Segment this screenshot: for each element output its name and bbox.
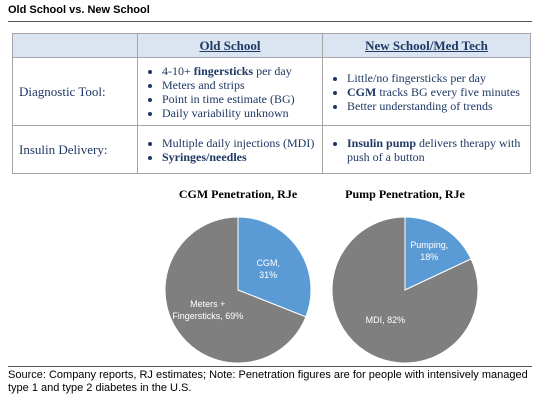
source-note: Source: Company reports, RJ estimates; N…: [8, 369, 528, 394]
bullet: Multiple daily injections (MDI): [162, 136, 316, 150]
text: 4-10+: [162, 63, 194, 78]
slice-label: Fingersticks, 69%: [172, 311, 243, 321]
bullet-list: Little/no fingersticks per dayCGM tracks…: [329, 71, 524, 113]
comparison-table: Old School New School/Med Tech Diagnostic …: [12, 33, 531, 174]
column-header: New School/Med Tech: [322, 33, 531, 58]
bullet: Daily variability unknown: [162, 106, 316, 120]
bullet: Little/no fingersticks per day: [347, 71, 524, 85]
slice-label: MDI, 82%: [366, 315, 406, 325]
table-row: Insulin Delivery:Multiple daily injectio…: [12, 125, 531, 174]
text: Multiple daily injections (MDI): [162, 135, 315, 150]
page-title: Old School vs. New School: [8, 4, 150, 16]
source-rule: [8, 366, 532, 367]
bullet: 4-10+ fingersticks per day: [162, 64, 316, 78]
bullet: Point in time estimate (BG): [162, 92, 316, 106]
text: Daily variability unknown: [162, 105, 289, 120]
table-row: Diagnostic Tool:4-10+ fingersticks per d…: [12, 57, 531, 126]
column-header: Old School: [137, 33, 323, 58]
bullet-list: Insulin pump delivers therapy with push …: [329, 136, 524, 164]
table-cell: Insulin pump delivers therapy with push …: [322, 125, 531, 174]
pie-slice: [404, 216, 472, 291]
title-rule: [8, 21, 532, 22]
pie-slice: [164, 216, 307, 364]
pie-charts: CGM Penetration, RJe CGM, 31% Meters + Finge…: [164, 187, 479, 364]
text: Meters and strips: [162, 77, 245, 92]
chart-title: Pump Penetration, RJe: [345, 187, 465, 201]
pie-slice: [331, 216, 479, 364]
row-label: Insulin Delivery:: [12, 125, 138, 174]
bullet-list: Multiple daily injections (MDI)Syringes/…: [144, 136, 316, 164]
text: Little/no fingersticks per day: [347, 70, 486, 85]
text: delivers therapy with push of a button: [347, 135, 521, 164]
bullet: Insulin pump delivers therapy with push …: [347, 136, 524, 164]
bullet: Meters and strips: [162, 78, 316, 92]
slice-label: CGM,: [256, 258, 280, 268]
slice-label: Pumping,: [410, 240, 448, 250]
text: per day: [253, 63, 292, 78]
table-cell: 4-10+ fingersticks per dayMeters and str…: [137, 57, 323, 126]
table-cell: Multiple daily injections (MDI)Syringes/…: [137, 125, 323, 174]
header-cell: [12, 33, 138, 58]
text: tracks BG every five minutes: [376, 84, 520, 99]
pie-slice: [237, 216, 312, 318]
text: Better understanding of trends: [347, 98, 493, 113]
text: Point in time estimate (BG): [162, 91, 295, 106]
slice-label: Meters +: [190, 299, 225, 309]
table-cell: Little/no fingersticks per dayCGM tracks…: [322, 57, 531, 126]
bullet: CGM tracks BG every five minutes: [347, 85, 524, 99]
bold-text: Syringes/needles: [162, 149, 247, 164]
bold-text: fingersticks: [193, 63, 254, 78]
bullet-list: 4-10+ fingersticks per dayMeters and str…: [144, 64, 316, 120]
slice-label: 31%: [259, 270, 277, 280]
bold-text: Insulin pump: [347, 135, 417, 150]
bullet: Better understanding of trends: [347, 99, 524, 113]
chart-title: CGM Penetration, RJe: [179, 187, 298, 201]
row-label: Diagnostic Tool:: [12, 57, 138, 126]
header-row: Old School New School/Med Tech: [12, 33, 531, 58]
slice-label: 18%: [420, 252, 438, 262]
bold-text: CGM: [347, 84, 377, 99]
bullet: Syringes/needles: [162, 150, 316, 164]
